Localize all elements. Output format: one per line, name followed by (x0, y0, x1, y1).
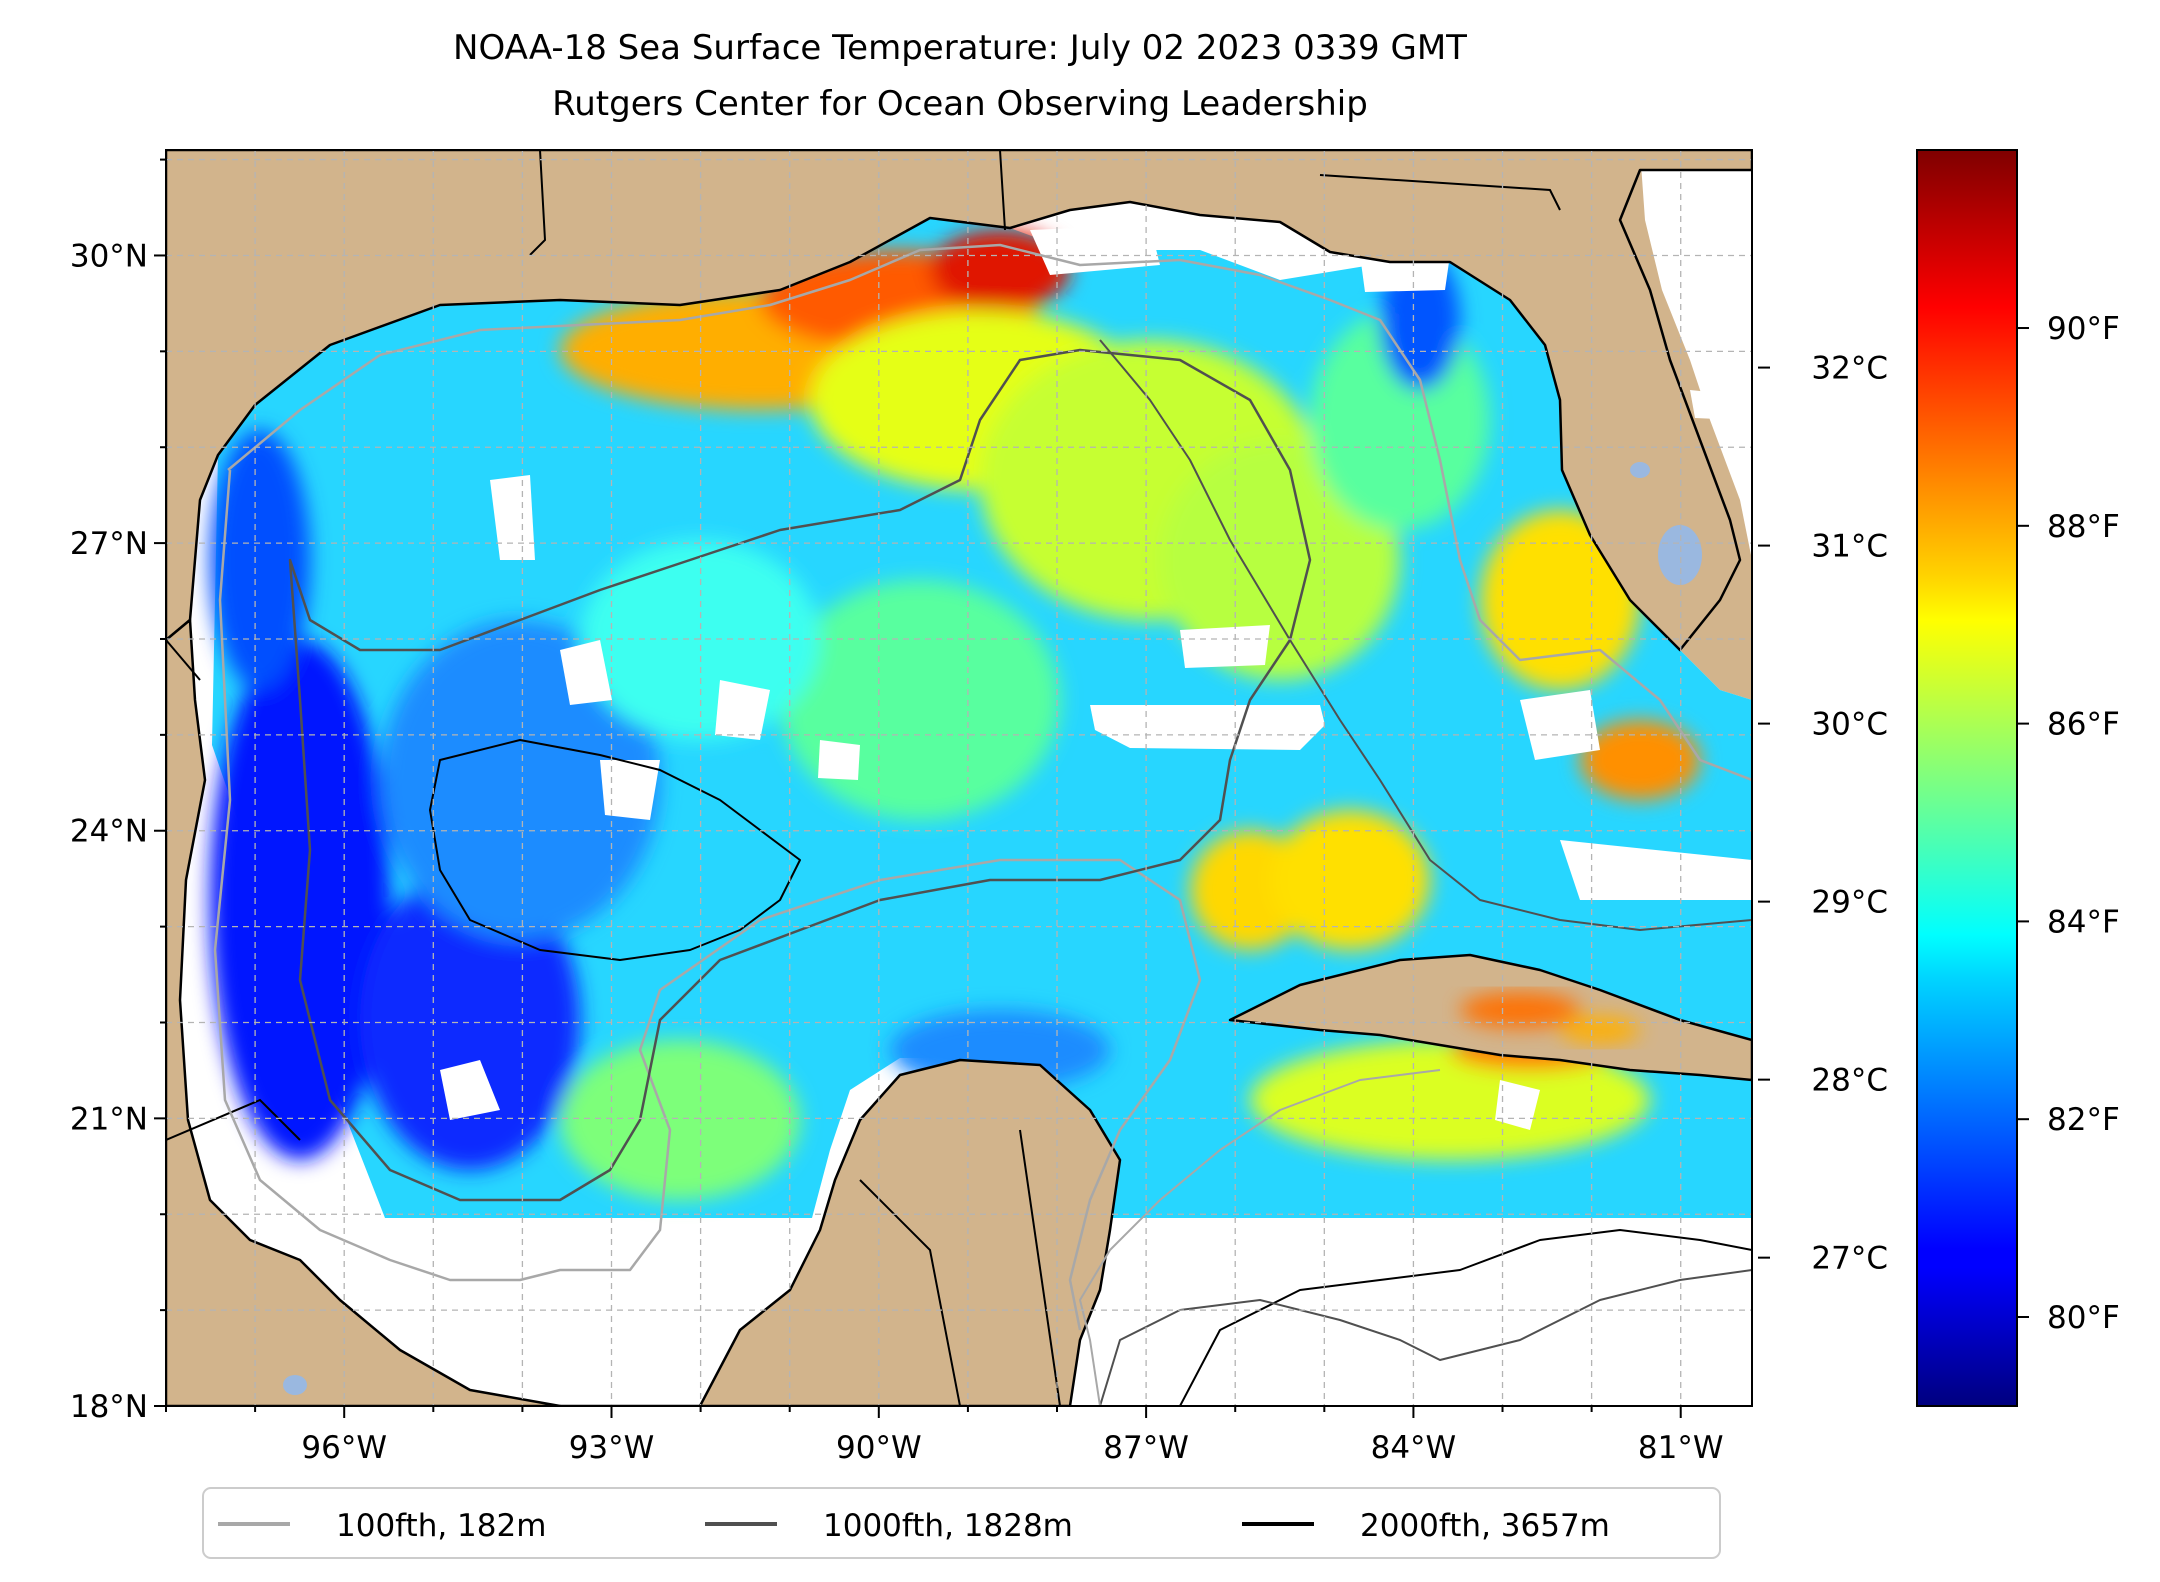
lon-tick-label: 84°W (1371, 1430, 1457, 1466)
legend-box (202, 1487, 1721, 1559)
lat-tick-label: 21°N (70, 1101, 148, 1137)
figure-title: NOAA-18 Sea Surface Temperature: July 02… (453, 28, 1467, 68)
bathymetry-contours (213, 243, 1752, 1406)
f-tick-label: 86°F (2047, 707, 2120, 743)
colorbar-gradient (1916, 149, 2018, 1407)
f-tick-label: 82°F (2047, 1102, 2120, 1138)
fahrenheit-scale: 80°F 82°F 84°F 86°F 88°F 90°F (2017, 311, 2120, 1336)
map-frame (165, 149, 1753, 1407)
legend: 100fth, 182m 1000fth, 1828m 2000fth, 365… (202, 1487, 1721, 1559)
lat-tick-label: 30°N (70, 238, 148, 274)
map-panel (166, 150, 1752, 1406)
inland-lakes (283, 462, 1702, 1395)
borders (166, 150, 1561, 1406)
f-tick-label: 84°F (2047, 904, 2120, 940)
celsius-scale: 27°C 28°C 29°C 30°C 31°C 32°C (1758, 351, 1888, 1277)
gridlines (166, 150, 1752, 1406)
lon-tick-label: 90°W (836, 1430, 922, 1466)
latitude-axis: 18°N 21°N 24°N 27°N 30°N (70, 158, 166, 1425)
f-tick-label: 90°F (2047, 311, 2120, 347)
c-tick-label: 28°C (1811, 1063, 1888, 1099)
atlantic-water (1640, 150, 1752, 560)
colorbar: 27°C 28°C 29°C 30°C 31°C 32°C 80°F 82°F 84°F 86°… (1758, 149, 2120, 1407)
f-tick-label: 88°F (2047, 509, 2120, 545)
legend-label-2000fth: 2000fth, 3657m (1360, 1508, 1610, 1544)
f-tick-label: 80°F (2047, 1300, 2120, 1336)
lon-tick-label: 87°W (1103, 1430, 1189, 1466)
legend-label-100fth: 100fth, 182m (336, 1508, 546, 1544)
lat-tick-label: 24°N (70, 814, 148, 850)
lat-tick-label: 27°N (70, 526, 148, 562)
lon-tick-label: 93°W (569, 1430, 655, 1466)
longitude-axis: 96°W 93°W 90°W 87°W 84°W 81°W (165, 1406, 1724, 1466)
legend-label-1000fth: 1000fth, 1828m (823, 1508, 1073, 1544)
lon-tick-label: 81°W (1638, 1430, 1724, 1466)
lon-tick-label: 96°W (301, 1430, 387, 1466)
c-tick-label: 31°C (1811, 529, 1888, 565)
figure-subtitle: Rutgers Center for Ocean Observing Leade… (552, 84, 1368, 124)
c-tick-label: 29°C (1811, 885, 1888, 921)
c-tick-label: 32°C (1811, 351, 1888, 387)
c-tick-label: 27°C (1811, 1241, 1888, 1277)
c-tick-label: 30°C (1811, 707, 1888, 743)
lat-tick-label: 18°N (70, 1389, 148, 1425)
